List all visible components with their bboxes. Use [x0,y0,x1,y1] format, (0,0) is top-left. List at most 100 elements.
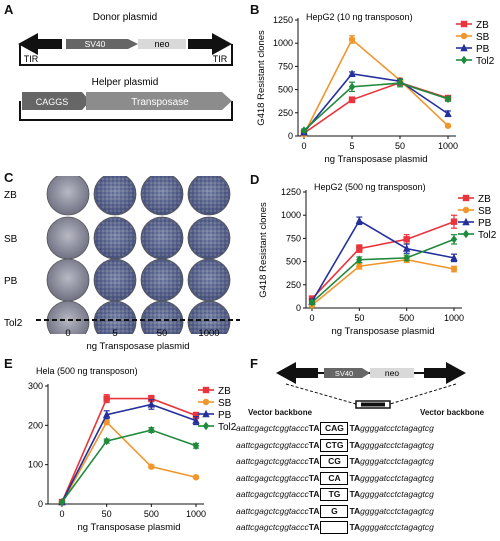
tir-left-arrow [18,33,62,55]
legend-label: Tol2 [478,230,497,241]
seq-right: ggggatcctctagagtcg [360,472,434,483]
series-line [311,258,455,306]
seq-insertion-box: CA [320,471,349,485]
data-point [348,36,356,43]
f-tir-left-arrow [276,362,318,384]
seq-insertion-box: CG [320,455,349,469]
x-tick-label: 500 [144,509,159,519]
neo-gene [138,39,186,49]
colony-overlay [142,260,182,300]
culture-plate [46,216,90,260]
series-sb [300,35,452,138]
y-tick-label: 0 [296,303,301,313]
data-point [192,474,200,481]
x-tick-label: 1000 [444,313,464,323]
legend-label: ZB [476,20,489,31]
series-pb [308,216,458,305]
data-point [348,69,356,78]
sequence-row: aattcgagctcggtacccTA CTG TAggggatcctctagag… [236,437,434,453]
colony-overlay [95,176,135,214]
seq-left: aattcgagctcggtaccc [236,456,309,466]
data-point [403,236,410,243]
seq-left: aattcgagctcggtaccc [236,472,309,483]
x-tick-label: 50 [395,141,405,151]
panel-a-diagram: Donor plasmid SV40 neo TIR TIR Helper pl… [18,12,233,121]
transposase-gene [86,92,232,110]
seq-left: aattcgagctcggtaccc [236,505,309,516]
culture-plate [46,176,90,216]
y-tick-label: 1000 [281,210,301,220]
legend-marker [460,20,468,28]
seq-insertion-box: TG [320,488,349,502]
legend-label: SB [218,398,232,409]
y-tick-label: 1000 [273,38,293,48]
seq-ta-right: TA [349,439,361,450]
legend-label: SB [476,32,490,43]
y-tick-label: 0 [38,499,43,509]
seq-left: aattcgagctcggtaccc [236,522,309,532]
seq-right: ggggatcctctagagtcg [360,505,434,516]
tir-right-arrow [188,33,232,55]
plate-col-label: 50 [157,328,168,339]
series-zb [58,394,200,506]
data-point [356,263,363,270]
cags-label: CAGGS [36,97,69,107]
series-tol2 [300,78,452,135]
y-tick-label: 300 [28,381,43,391]
panel-label-f: F [250,356,258,371]
insertion-core [361,402,385,407]
data-point [148,463,155,470]
seq-right: ggggatcctctagagtcg [360,423,434,433]
legend-label: ZB [218,386,231,397]
colony-overlay [189,260,229,300]
seq-ta-left: TA [308,439,320,450]
sequence-row: aattcgagctcggtacccTA TAggggatcctctagagtcg [236,519,434,535]
legend-marker [462,206,470,214]
sequence-row: aattcgagctcggtacccTA TG TAggggatcctctagagt… [236,486,434,502]
x-axis-label: ng Transposase plasmid [78,522,181,533]
seq-ta-right: TA [349,456,361,466]
data-point [192,441,200,450]
tir-left-label: TIR [24,54,39,64]
x-tick-label: 50 [102,509,112,519]
y-tick-label: 500 [278,85,293,95]
f-neo-label: neo [385,368,399,378]
seq-left: aattcgagctcggtaccc [236,439,309,450]
seq-ta-left: TA [308,423,320,433]
seq-ta-left: TA [308,505,320,516]
chart-title: HepG2 (10 ng transposon) [306,12,413,22]
sequence-row: aattcgagctcggtacccTA CA TAggggatcctctagagt… [236,470,434,486]
sv40-promoter [66,39,138,49]
series-line [303,72,449,133]
legend-marker [202,398,210,406]
data-point [148,395,155,402]
data-point [355,216,364,224]
sequence-row: aattcgagctcggtacccTA G TAggggatcctctagagtc… [236,503,434,519]
data-point [444,122,452,129]
data-point [450,253,458,262]
series-line [311,238,455,304]
data-point [402,244,411,252]
colony-overlay [189,176,229,214]
panel-label-b: B [250,2,260,17]
data-point [192,416,200,424]
series-line [61,420,197,504]
data-point [147,400,156,408]
data-point [450,235,458,244]
f-sv40-promoter [324,368,370,378]
data-point [356,245,363,252]
seq-insertion-box: G [320,504,349,518]
data-point [103,395,110,402]
legend-label: SB [478,206,492,217]
legend-marker [462,217,470,226]
plate-row-label: SB [4,234,18,245]
x-tick-label: 1000 [186,509,206,519]
data-point [148,425,155,435]
seq-ta-right: TA [349,472,361,483]
legend-marker [460,55,468,65]
y-tick-label: 100 [28,460,43,470]
vector-backbone-left: Vector backbone [248,408,313,417]
plate-col-label: 1000 [198,328,219,339]
legend-label: Tol2 [476,56,495,67]
plate-col-label: 0 [65,328,70,339]
